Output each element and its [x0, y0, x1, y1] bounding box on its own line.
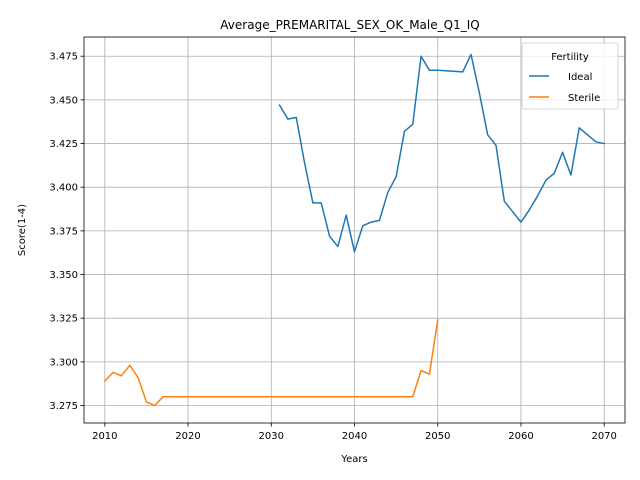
x-axis-title: Years	[340, 454, 367, 465]
y-tick-label: 3.400	[49, 183, 78, 194]
y-tick-label: 3.300	[49, 357, 78, 368]
chart-title: Average_PREMARITAL_SEX_OK_Male_Q1_IQ	[220, 18, 479, 32]
y-axis-title: Score(1-4)	[17, 204, 28, 256]
legend-label-sterile: Sterile	[568, 93, 600, 104]
y-tick-label: 3.450	[49, 95, 78, 106]
y-tick-label: 3.275	[49, 401, 78, 412]
y-tick-label: 3.350	[49, 270, 78, 281]
x-tick-label: 2020	[175, 431, 200, 442]
x-tick-label: 2070	[591, 431, 616, 442]
series-line-sterile	[103, 319, 439, 407]
series-lines	[103, 53, 606, 407]
y-tick-label: 3.375	[49, 226, 78, 237]
y-tick-label: 3.325	[49, 314, 78, 325]
x-tick-label: 2060	[508, 431, 533, 442]
x-tick-label: 2050	[425, 431, 450, 442]
y-tick-label: 3.425	[49, 139, 78, 150]
legend-label-ideal: Ideal	[568, 72, 592, 83]
series-line-ideal	[278, 53, 606, 253]
axis-ticks: 2010 2020 2030 2040 2050 2060 2070 3.275 3.300 3.…	[49, 52, 617, 442]
grid	[84, 37, 625, 423]
x-tick-label: 2040	[342, 431, 367, 442]
legend-title: Fertility	[551, 52, 589, 63]
x-tick-label: 2010	[92, 431, 117, 442]
y-tick-label: 3.475	[49, 52, 78, 63]
legend: Fertility Ideal Sterile	[521, 42, 619, 110]
legend-box	[521, 42, 619, 110]
x-tick-label: 2030	[259, 431, 284, 442]
